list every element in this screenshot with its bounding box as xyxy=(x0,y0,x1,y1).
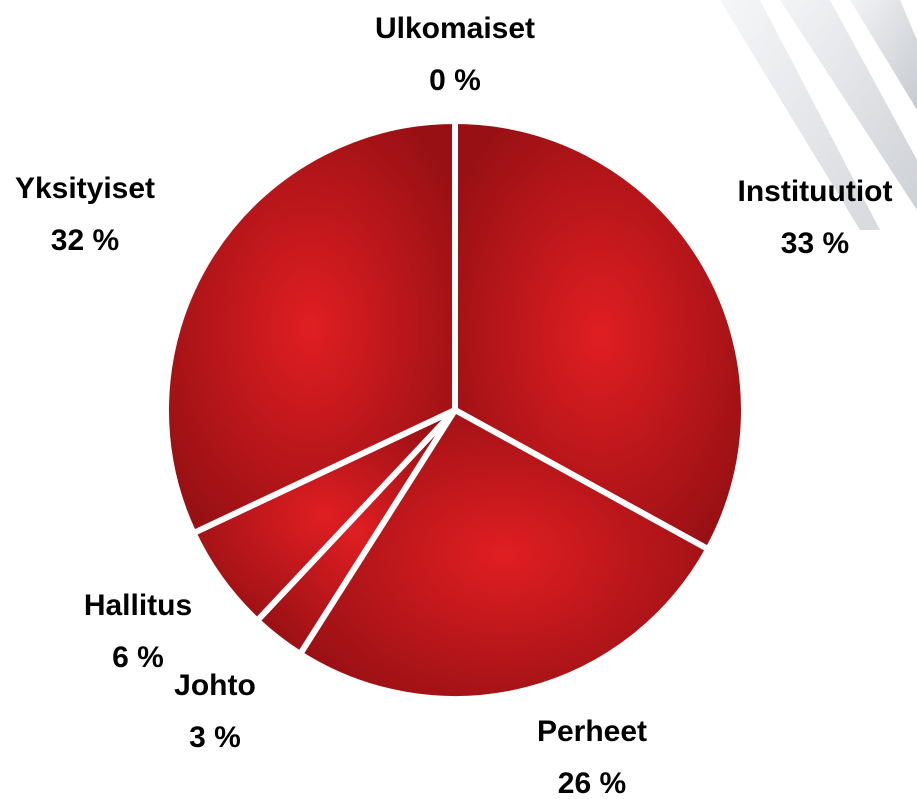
category-label: Hallitus xyxy=(84,589,192,622)
decoration xyxy=(720,0,917,230)
pie-wedge xyxy=(452,118,747,553)
value-label: 32 % xyxy=(51,224,119,257)
category-label: Ulkomaiset xyxy=(375,12,535,45)
value-label: 3 % xyxy=(189,721,241,754)
value-label: 6 % xyxy=(112,641,164,674)
pie-wedge xyxy=(163,118,458,537)
pie-wedge xyxy=(297,407,712,702)
category-label: Instituutiot xyxy=(738,175,893,208)
labels: Ulkomaiset 0 % Instituutiot 33 % Perheet 26 %… xyxy=(15,12,893,799)
category-label: Johto xyxy=(174,669,256,702)
pie xyxy=(163,118,747,702)
value-label: 0 % xyxy=(429,64,481,97)
category-label: Yksityiset xyxy=(15,172,155,205)
value-label: 26 % xyxy=(558,767,626,799)
category-label: Perheet xyxy=(537,715,647,748)
value-label: 33 % xyxy=(781,227,849,260)
